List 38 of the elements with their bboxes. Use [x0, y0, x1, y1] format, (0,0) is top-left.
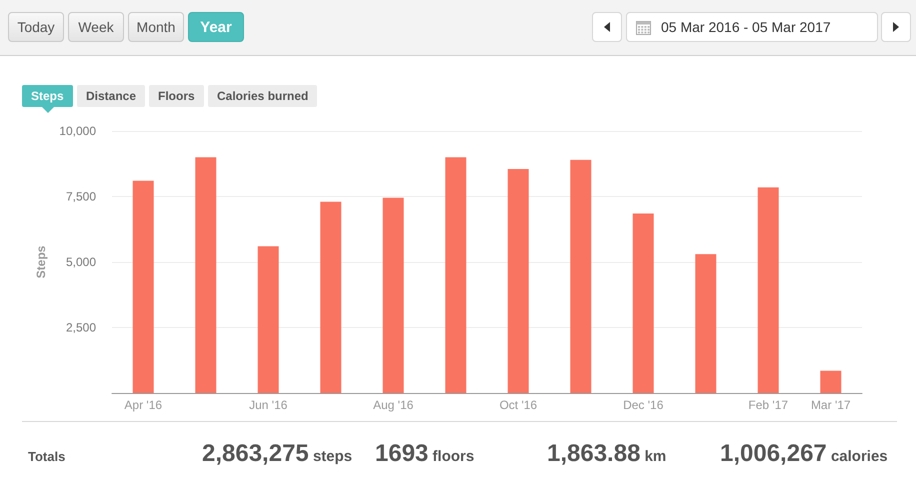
- bar: [508, 168, 529, 393]
- text: 1,863.88 km: [547, 440, 666, 468]
- bar: [132, 180, 154, 393]
- bar: [758, 187, 779, 393]
- button: Week: [68, 12, 124, 42]
- y-tick-label: 7,500: [66, 190, 96, 204]
- y-tick-label: 10,000: [59, 124, 96, 138]
- text: Totals: [28, 449, 66, 464]
- tab: Distance: [77, 85, 146, 107]
- x-tick-label: Jun '16: [249, 398, 288, 412]
- text: 1693 floors: [375, 440, 474, 468]
- x-tick-label: Oct '16: [499, 398, 538, 412]
- bar: [258, 246, 279, 393]
- tab: Floors: [149, 85, 204, 107]
- button: Year: [188, 12, 244, 42]
- bar: [445, 157, 466, 393]
- tab: Calories burned: [208, 85, 318, 107]
- button: Today: [8, 12, 64, 42]
- x-tick-label: Mar '17: [810, 398, 851, 412]
- bar: [382, 198, 404, 393]
- x-tick-label: Dec '16: [623, 398, 664, 412]
- x-tick-label: Aug '16: [373, 398, 414, 412]
- bar: [820, 370, 842, 393]
- bar: [195, 157, 216, 393]
- bar: [320, 202, 342, 393]
- text: 2,863,275 steps: [202, 440, 352, 468]
- button: Month: [128, 12, 184, 42]
- text: 1,006,267 calories: [720, 440, 888, 468]
- y-tick-label: 2,500: [66, 320, 96, 334]
- bar: [632, 214, 654, 393]
- tab: Steps: [22, 85, 73, 107]
- x-tick-label: Apr '16: [124, 398, 162, 412]
- date-field: 05 Mar 2016 - 05 Mar 2017: [626, 12, 878, 42]
- bar: [695, 254, 716, 393]
- y-axis-title: Steps: [34, 245, 48, 278]
- y-tick-label: 5,000: [66, 255, 96, 269]
- bar: [570, 160, 592, 393]
- x-tick-label: Feb '17: [748, 398, 788, 412]
